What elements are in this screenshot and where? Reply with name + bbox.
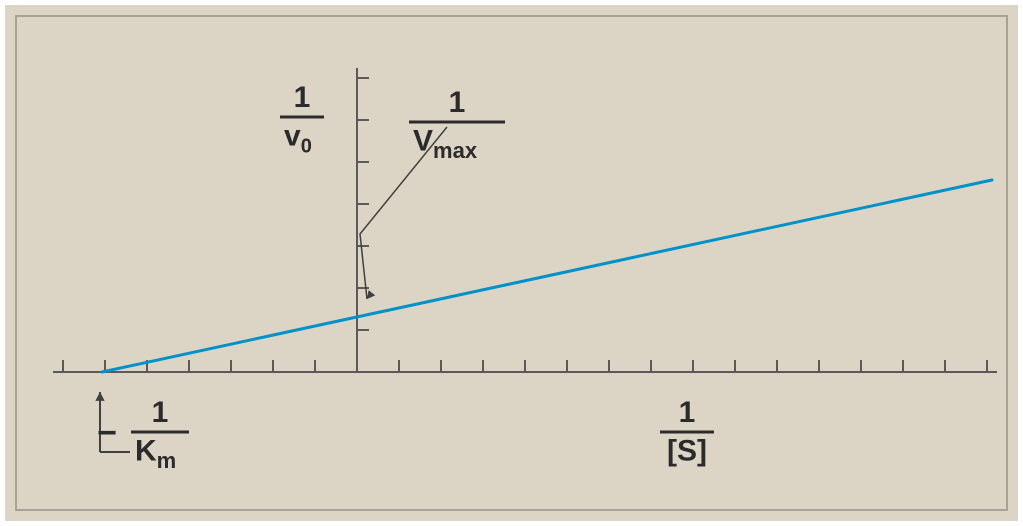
y-axis-label: 1v0 (280, 81, 324, 158)
km-label: 1 Km− (97, 396, 189, 473)
y-axis-label-denominator: v0 (284, 120, 312, 158)
x-axis-label-numerator: 1 (679, 396, 696, 429)
regression-line (102, 180, 992, 372)
x-axis-label-denominator: [S] (667, 435, 707, 468)
vmax-label-denominator: Vmax (413, 125, 478, 164)
arrowhead (367, 290, 375, 299)
vmax-label: 1 Vmax (409, 86, 505, 163)
y-axis-label-numerator: 1 (294, 81, 311, 114)
x-axis-label: 1 [S] (660, 396, 714, 468)
arrowhead (95, 392, 104, 401)
lineweaver-burk-plot: 1v01Vmax1Km−1[S] (2, 2, 1023, 526)
km-label-prefix: − (97, 414, 117, 452)
km-label-denominator: Km (135, 435, 176, 474)
vmax-label-numerator: 1 (449, 86, 466, 119)
chart-outer-frame: 1v01Vmax1Km−1[S] (0, 0, 1023, 526)
chart-inner-frame: 1v01Vmax1Km−1[S] (15, 15, 1008, 511)
km-label-numerator: 1 (152, 396, 169, 429)
